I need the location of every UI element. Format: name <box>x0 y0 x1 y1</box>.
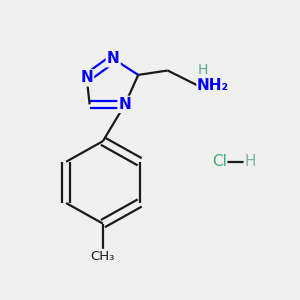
Text: N: N <box>80 70 93 86</box>
Text: N: N <box>107 51 120 66</box>
Text: CH₃: CH₃ <box>91 250 115 262</box>
Text: N: N <box>118 97 131 112</box>
Text: H: H <box>244 154 256 169</box>
Text: Cl: Cl <box>212 154 226 169</box>
Text: H: H <box>198 64 208 77</box>
Text: NH₂: NH₂ <box>197 78 229 93</box>
